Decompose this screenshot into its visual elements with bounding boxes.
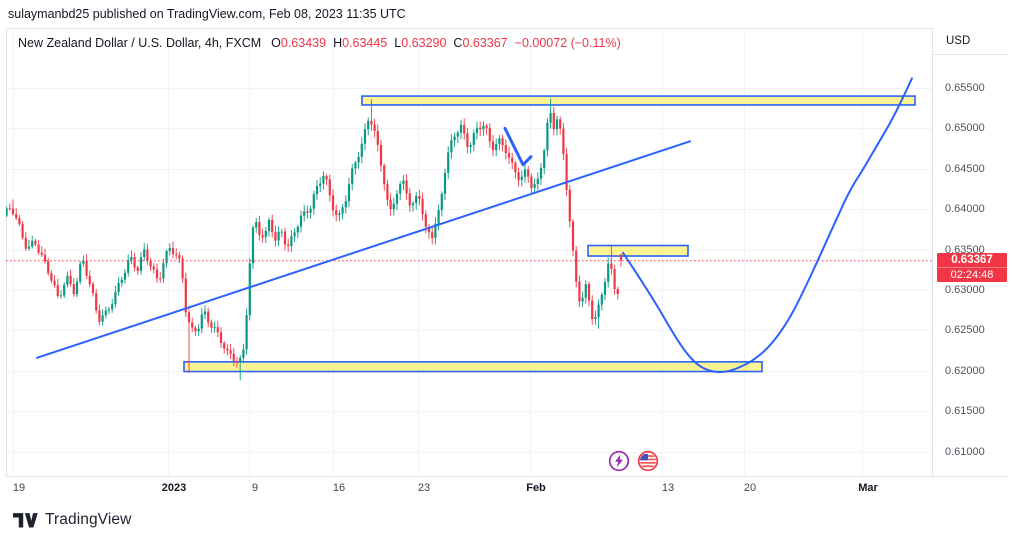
price-tick-label: 0.62500 [945,324,985,337]
symbol-legend: New Zealand Dollar / U.S. Dollar, 4h, FX… [18,34,621,52]
ohlc-high: H0.63445 [333,36,388,50]
price-tick-label: 0.61000 [945,445,985,458]
us-flag-event-icon[interactable] [637,450,659,472]
candlestick-chart-canvas[interactable] [6,28,932,476]
price-tick-label: 0.63500 [945,243,985,256]
current-price-badge: 0.63367 02:24:48 [937,253,1007,283]
time-tick-label: 23 [417,482,431,494]
time-tick-label: 19 [12,482,26,494]
price-tick-label: 0.63000 [945,283,985,296]
price-axis[interactable]: USD 0.65500 0.65000 0.64500 0.64000 0.63500 0… [932,28,1008,500]
ohlc-low: L0.63290 [394,36,447,50]
currency-label-cell: USD [933,28,1008,55]
ohlc-open: O0.63439 [271,36,327,50]
price-tick-label: 0.64000 [945,203,985,216]
time-tick-label: 2023 [161,482,187,494]
ohlc-close: C0.63367 [453,36,508,50]
time-tick-label: 9 [251,482,259,494]
time-axis[interactable]: 19 2023 9 16 23 Feb 13 20 Mar [6,476,1008,500]
price-tick-label: 0.65000 [945,122,985,135]
time-tick-label: Mar [858,482,878,494]
bar-countdown: 02:24:48 [937,267,1007,282]
tradingview-logo-icon [13,512,38,527]
symbol-title: New Zealand Dollar / U.S. Dollar, 4h, FX… [18,36,262,50]
publish-info-text: sulaymanbd25 published on TradingView.co… [8,7,406,21]
current-price-value: 0.63367 [951,254,993,267]
price-tick-label: 0.65500 [945,82,985,94]
time-tick-label: 20 [743,482,757,494]
currency-label: USD [946,35,971,47]
tradingview-watermark[interactable]: TradingView [13,509,131,531]
price-change: −0.00072 (−0.11%) [514,36,621,50]
economic-event-icon[interactable] [608,450,630,472]
time-tick-label: Feb [526,482,546,494]
price-tick-label: 0.61500 [945,405,985,418]
price-tick-label: 0.64500 [945,162,985,175]
tradingview-watermark-text: TradingView [45,511,132,528]
time-tick-label: 16 [332,482,346,494]
price-tick-label: 0.62000 [945,364,985,377]
time-tick-label: 13 [661,482,675,494]
publish-info-bar: sulaymanbd25 published on TradingView.co… [0,0,1012,28]
